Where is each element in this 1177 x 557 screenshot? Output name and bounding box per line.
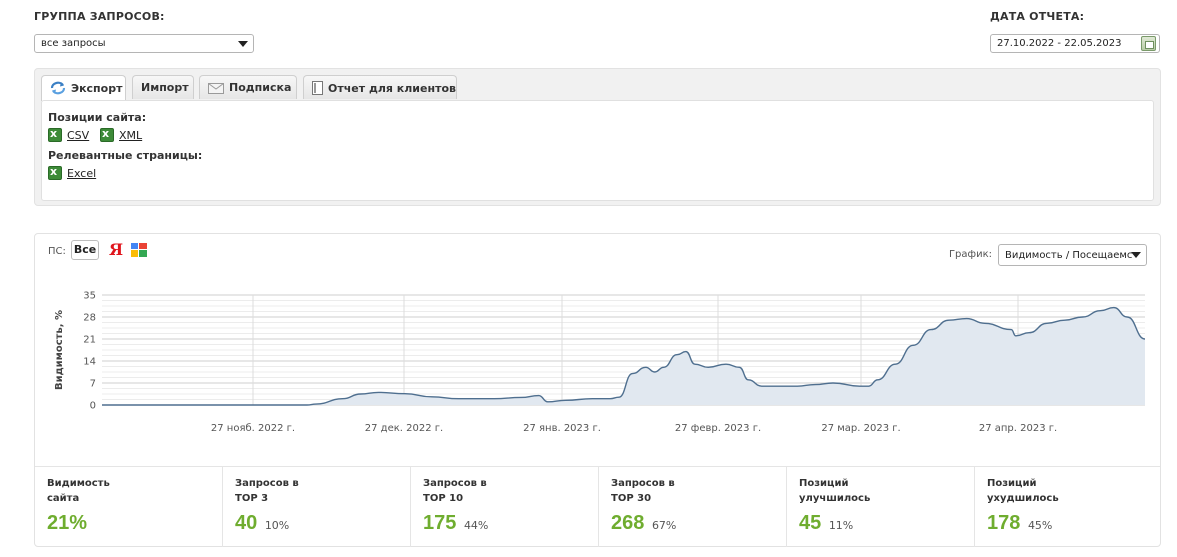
date-range-value: 27.10.2022 - 22.05.2023 [997, 38, 1122, 49]
stat-label: Запросов в TOP 10 [423, 478, 487, 504]
google-icon[interactable] [131, 243, 147, 257]
tab-client-report[interactable]: Отчет для клиентов [303, 75, 457, 99]
tab-subscription-label: Подписка [229, 81, 292, 94]
stat-percent: 45% [1027, 519, 1053, 532]
relevant-pages-title: Релевантные страницы: [48, 149, 203, 162]
stat-number: 21% [47, 512, 88, 534]
date-range-field[interactable]: 27.10.2022 - 22.05.2023 [990, 34, 1160, 53]
visibility-area [102, 307, 1145, 405]
tab-export[interactable]: Экспорт [41, 75, 126, 101]
graph-type-label: График: [948, 249, 992, 260]
tab-client-report-label: Отчет для клиентов [328, 82, 456, 95]
yandex-icon[interactable]: Я [109, 240, 124, 259]
graph-type-value: Видимость / Посещаемс [1005, 250, 1133, 261]
stat-number: 178 [987, 512, 1021, 534]
tab-import[interactable]: Импорт [132, 75, 194, 99]
envelope-icon [208, 83, 224, 94]
search-engine-all-button[interactable]: Все [71, 240, 99, 260]
stat-top10: Запросов в TOP 10 175 44% [411, 467, 599, 547]
stat-percent: 67% [651, 519, 677, 532]
search-engine-label: ПС: [48, 246, 66, 257]
stat-top30: Запросов в TOP 30 268 67% [599, 467, 787, 547]
csv-file-icon[interactable] [48, 127, 62, 142]
chevron-down-icon [1131, 252, 1141, 258]
y-tick-label: 28 [83, 313, 96, 324]
stat-label: Позиций улучшилось [799, 478, 871, 504]
graph-type-select[interactable]: Видимость / Посещаемс [998, 244, 1147, 266]
stat-label: Видимость сайта [47, 478, 110, 504]
group-select[interactable]: все запросы [34, 34, 254, 53]
x-tick-label: 27 нояб. 2022 г. [211, 423, 295, 434]
refresh-icon [50, 81, 66, 95]
stats-bar: Видимость сайта 21% Запросов в TOP 3 40 10… [35, 466, 1160, 547]
stat-percent: 11% [828, 519, 854, 532]
stat-label: Запросов в TOP 30 [611, 478, 675, 504]
excel-file-icon[interactable] [48, 165, 62, 180]
stat-visibility: Видимость сайта 21% [35, 467, 223, 547]
positions-title: Позиции сайта: [48, 111, 147, 124]
x-tick-label: 27 дек. 2022 г. [365, 423, 443, 434]
group-select-value: все запросы [41, 38, 106, 49]
tab-subscription[interactable]: Подписка [199, 75, 297, 99]
x-tick-label: 27 февр. 2023 г. [675, 423, 761, 434]
y-axis-ticks: 0 7 14 21 28 35 [83, 291, 96, 412]
stat-label: Запросов в TOP 3 [235, 478, 299, 504]
stat-label: Позиций ухудшилось [987, 478, 1059, 504]
stat-value: 45 11% [799, 512, 853, 535]
group-label: ГРУППА ЗАПРОСОВ: [34, 10, 165, 23]
x-tick-label: 27 мар. 2023 г. [821, 423, 900, 434]
csv-link[interactable]: CSV [67, 129, 90, 142]
x-axis-ticks: 27 нояб. 2022 г. 27 дек. 2022 г. 27 янв. 2… [211, 423, 1057, 434]
x-tick-label: 27 апр. 2023 г. [979, 423, 1057, 434]
tab-import-label: Импорт [141, 81, 189, 94]
stat-worsened: Позиций ухудшилось 178 45% [975, 467, 1160, 547]
stat-value: 268 67% [611, 512, 676, 535]
stat-percent: 44% [463, 519, 489, 532]
stat-percent: 10% [264, 519, 290, 532]
chart-panel: ПС: Все Я График: Видимость / Посещаемс … [34, 233, 1161, 547]
xml-file-icon[interactable] [100, 127, 114, 142]
stat-value: 178 45% [987, 512, 1052, 535]
date-label: ДАТА ОТЧЕТА: [990, 10, 1085, 23]
document-icon [312, 81, 323, 95]
stat-value: 40 10% [235, 512, 289, 535]
excel-link[interactable]: Excel [67, 167, 97, 180]
y-tick-label: 14 [83, 357, 96, 368]
stat-value: 21% [47, 512, 87, 535]
calendar-icon[interactable] [1141, 36, 1156, 51]
stat-number: 40 [235, 512, 258, 534]
stat-top3: Запросов в TOP 3 40 10% [223, 467, 411, 547]
y-tick-label: 7 [90, 379, 96, 390]
visibility-chart: 0 7 14 21 28 35 27 нояб. 2022 г. 27 дек. 2022 … [54, 291, 1146, 434]
stat-number: 268 [611, 512, 645, 534]
stat-number: 175 [423, 512, 457, 534]
xml-link[interactable]: XML [119, 129, 143, 142]
y-axis-label: Видимость, % [54, 310, 65, 390]
stat-value: 175 44% [423, 512, 488, 535]
y-tick-label: 0 [90, 401, 96, 412]
export-panel: Экспорт Импорт Подписка Отчет для клиент… [34, 68, 1161, 206]
visibility-line [102, 306, 1146, 406]
stat-improved: Позиций улучшилось 45 11% [787, 467, 975, 547]
x-tick-label: 27 янв. 2023 г. [523, 423, 601, 434]
tab-export-label: Экспорт [71, 82, 123, 95]
y-tick-label: 35 [83, 291, 96, 302]
stat-number: 45 [799, 512, 822, 534]
chevron-down-icon [238, 41, 248, 47]
y-tick-label: 21 [83, 335, 96, 346]
export-content: Позиции сайта: CSV XML Релевантные стран… [41, 100, 1154, 201]
